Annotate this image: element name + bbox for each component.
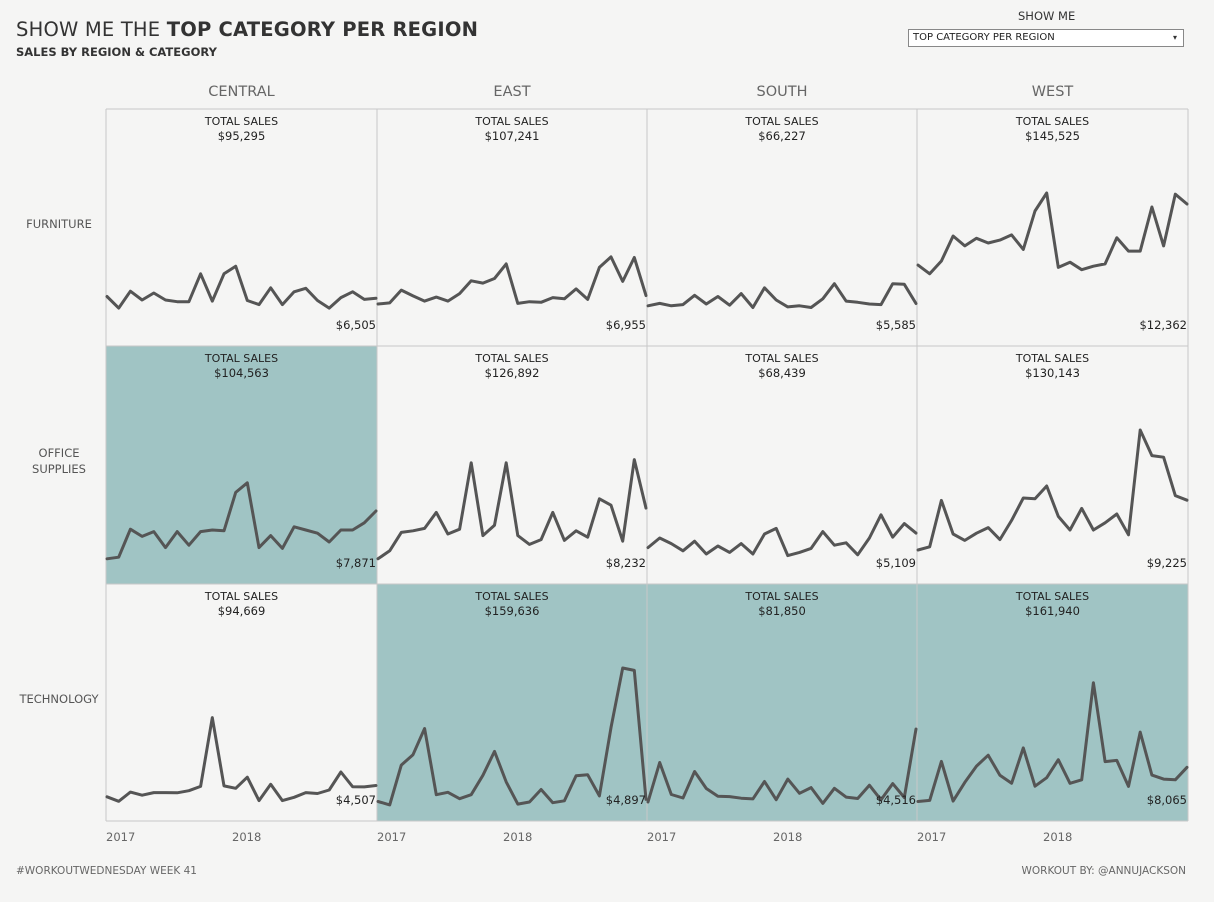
column-header-central: CENTRAL bbox=[208, 84, 275, 100]
title-strong: TOP CATEGORY PER REGION bbox=[166, 18, 479, 41]
total-sales-value: $107,241 bbox=[485, 129, 540, 143]
panel-background bbox=[377, 346, 647, 584]
total-sales-label: TOTAL SALES bbox=[474, 115, 548, 128]
sales-line bbox=[376, 666, 648, 807]
panel-background bbox=[377, 584, 647, 821]
total-sales-value: $145,525 bbox=[1025, 129, 1080, 143]
sales-line bbox=[646, 513, 918, 558]
last-month-sales-label: $6,505 bbox=[336, 318, 376, 332]
sales-line bbox=[646, 727, 918, 805]
last-month-sales-label: $9,225 bbox=[1147, 556, 1187, 570]
total-sales-label: TOTAL SALES bbox=[744, 352, 818, 365]
x-axis-tick-label: 2017 bbox=[106, 830, 135, 844]
total-sales-value: $130,143 bbox=[1025, 366, 1080, 380]
dropdown-selected-value: TOP CATEGORY PER REGION bbox=[913, 32, 1055, 43]
row-header-line: FURNITURE bbox=[26, 216, 92, 231]
page-subtitle: SALES BY REGION & CATEGORY bbox=[16, 45, 217, 59]
total-sales-label: TOTAL SALES bbox=[1015, 115, 1089, 128]
total-sales-value: $81,850 bbox=[758, 604, 806, 618]
x-axis-tick-label: 2017 bbox=[917, 830, 946, 844]
sales-line bbox=[916, 191, 1189, 276]
total-sales-value: $66,227 bbox=[758, 129, 806, 143]
total-sales-label: TOTAL SALES bbox=[204, 352, 278, 365]
last-month-sales-label: $4,507 bbox=[336, 793, 376, 807]
panel-background bbox=[106, 109, 377, 346]
total-sales-value: $95,295 bbox=[218, 129, 266, 143]
sales-line bbox=[646, 282, 918, 309]
panel-background bbox=[377, 109, 647, 346]
total-sales-value: $159,636 bbox=[485, 604, 540, 618]
filter-label: SHOW ME bbox=[1018, 9, 1076, 23]
sales-line bbox=[105, 481, 378, 561]
sales-line bbox=[376, 255, 648, 306]
total-sales-value: $68,439 bbox=[758, 366, 806, 380]
total-sales-label: TOTAL SALES bbox=[1015, 352, 1089, 365]
title-prefix: SHOW ME THE bbox=[16, 18, 167, 41]
footer-credit: WORKOUT BY: @ANNUJACKSON bbox=[1021, 865, 1186, 877]
x-axis-tick-label: 2017 bbox=[647, 830, 676, 844]
row-header-line: TECHNOLOGY bbox=[19, 691, 99, 706]
total-sales-value: $126,892 bbox=[485, 366, 540, 380]
total-sales-label: TOTAL SALES bbox=[204, 115, 278, 128]
last-month-sales-label: $4,516 bbox=[876, 793, 916, 807]
panel-background bbox=[647, 109, 917, 346]
last-month-sales-label: $6,955 bbox=[606, 318, 646, 332]
last-month-sales-label: $8,232 bbox=[606, 556, 646, 570]
page-title: SHOW ME THE TOP CATEGORY PER REGION bbox=[16, 18, 478, 41]
sales-line bbox=[916, 428, 1189, 552]
last-month-sales-label: $8,065 bbox=[1147, 793, 1187, 807]
sales-line bbox=[376, 458, 648, 561]
last-month-sales-label: $5,585 bbox=[876, 318, 916, 332]
row-header-technology: TECHNOLOGY bbox=[0, 691, 118, 707]
panel-background bbox=[106, 584, 377, 821]
total-sales-value: $104,563 bbox=[214, 366, 269, 380]
total-sales-value: $161,940 bbox=[1025, 604, 1080, 618]
last-month-sales-label: $4,897 bbox=[606, 793, 646, 807]
row-header-line: OFFICE bbox=[38, 446, 80, 460]
total-sales-label: TOTAL SALES bbox=[744, 115, 818, 128]
last-month-sales-label: $5,109 bbox=[876, 556, 916, 570]
show-me-dropdown[interactable]: TOP CATEGORY PER REGION ▾ bbox=[908, 29, 1184, 47]
x-axis-tick-label: 2018 bbox=[1043, 830, 1072, 844]
total-sales-value: $94,669 bbox=[218, 604, 266, 618]
x-axis-tick-label: 2018 bbox=[503, 830, 532, 844]
total-sales-label: TOTAL SALES bbox=[1015, 590, 1089, 603]
column-header-west: WEST bbox=[1031, 84, 1074, 100]
panel-background bbox=[917, 346, 1188, 584]
x-axis-tick-label: 2018 bbox=[232, 830, 261, 844]
total-sales-label: TOTAL SALES bbox=[204, 590, 278, 603]
panel-background bbox=[106, 346, 377, 584]
sales-line bbox=[105, 264, 378, 310]
last-month-sales-label: $7,871 bbox=[336, 556, 376, 570]
row-header-office-supplies: OFFICE SUPPLIES bbox=[0, 445, 118, 477]
total-sales-label: TOTAL SALES bbox=[474, 352, 548, 365]
panel-background bbox=[917, 584, 1188, 821]
chevron-down-icon[interactable]: ▾ bbox=[1172, 33, 1177, 42]
row-header-line: SUPPLIES bbox=[32, 462, 86, 476]
sales-line bbox=[916, 681, 1189, 803]
last-month-sales-label: $12,362 bbox=[1139, 318, 1187, 332]
panel-background bbox=[647, 584, 917, 821]
column-header-south: SOUTH bbox=[756, 84, 808, 100]
footer-hashtag: #WORKOUTWEDNESDAY WEEK 41 bbox=[16, 865, 197, 877]
row-header-furniture: FURNITURE bbox=[0, 216, 118, 232]
column-header-east: EAST bbox=[493, 84, 531, 100]
x-axis-tick-label: 2018 bbox=[773, 830, 802, 844]
sales-line bbox=[105, 716, 378, 803]
x-axis-tick-label: 2017 bbox=[377, 830, 406, 844]
total-sales-label: TOTAL SALES bbox=[474, 590, 548, 603]
total-sales-label: TOTAL SALES bbox=[744, 590, 818, 603]
